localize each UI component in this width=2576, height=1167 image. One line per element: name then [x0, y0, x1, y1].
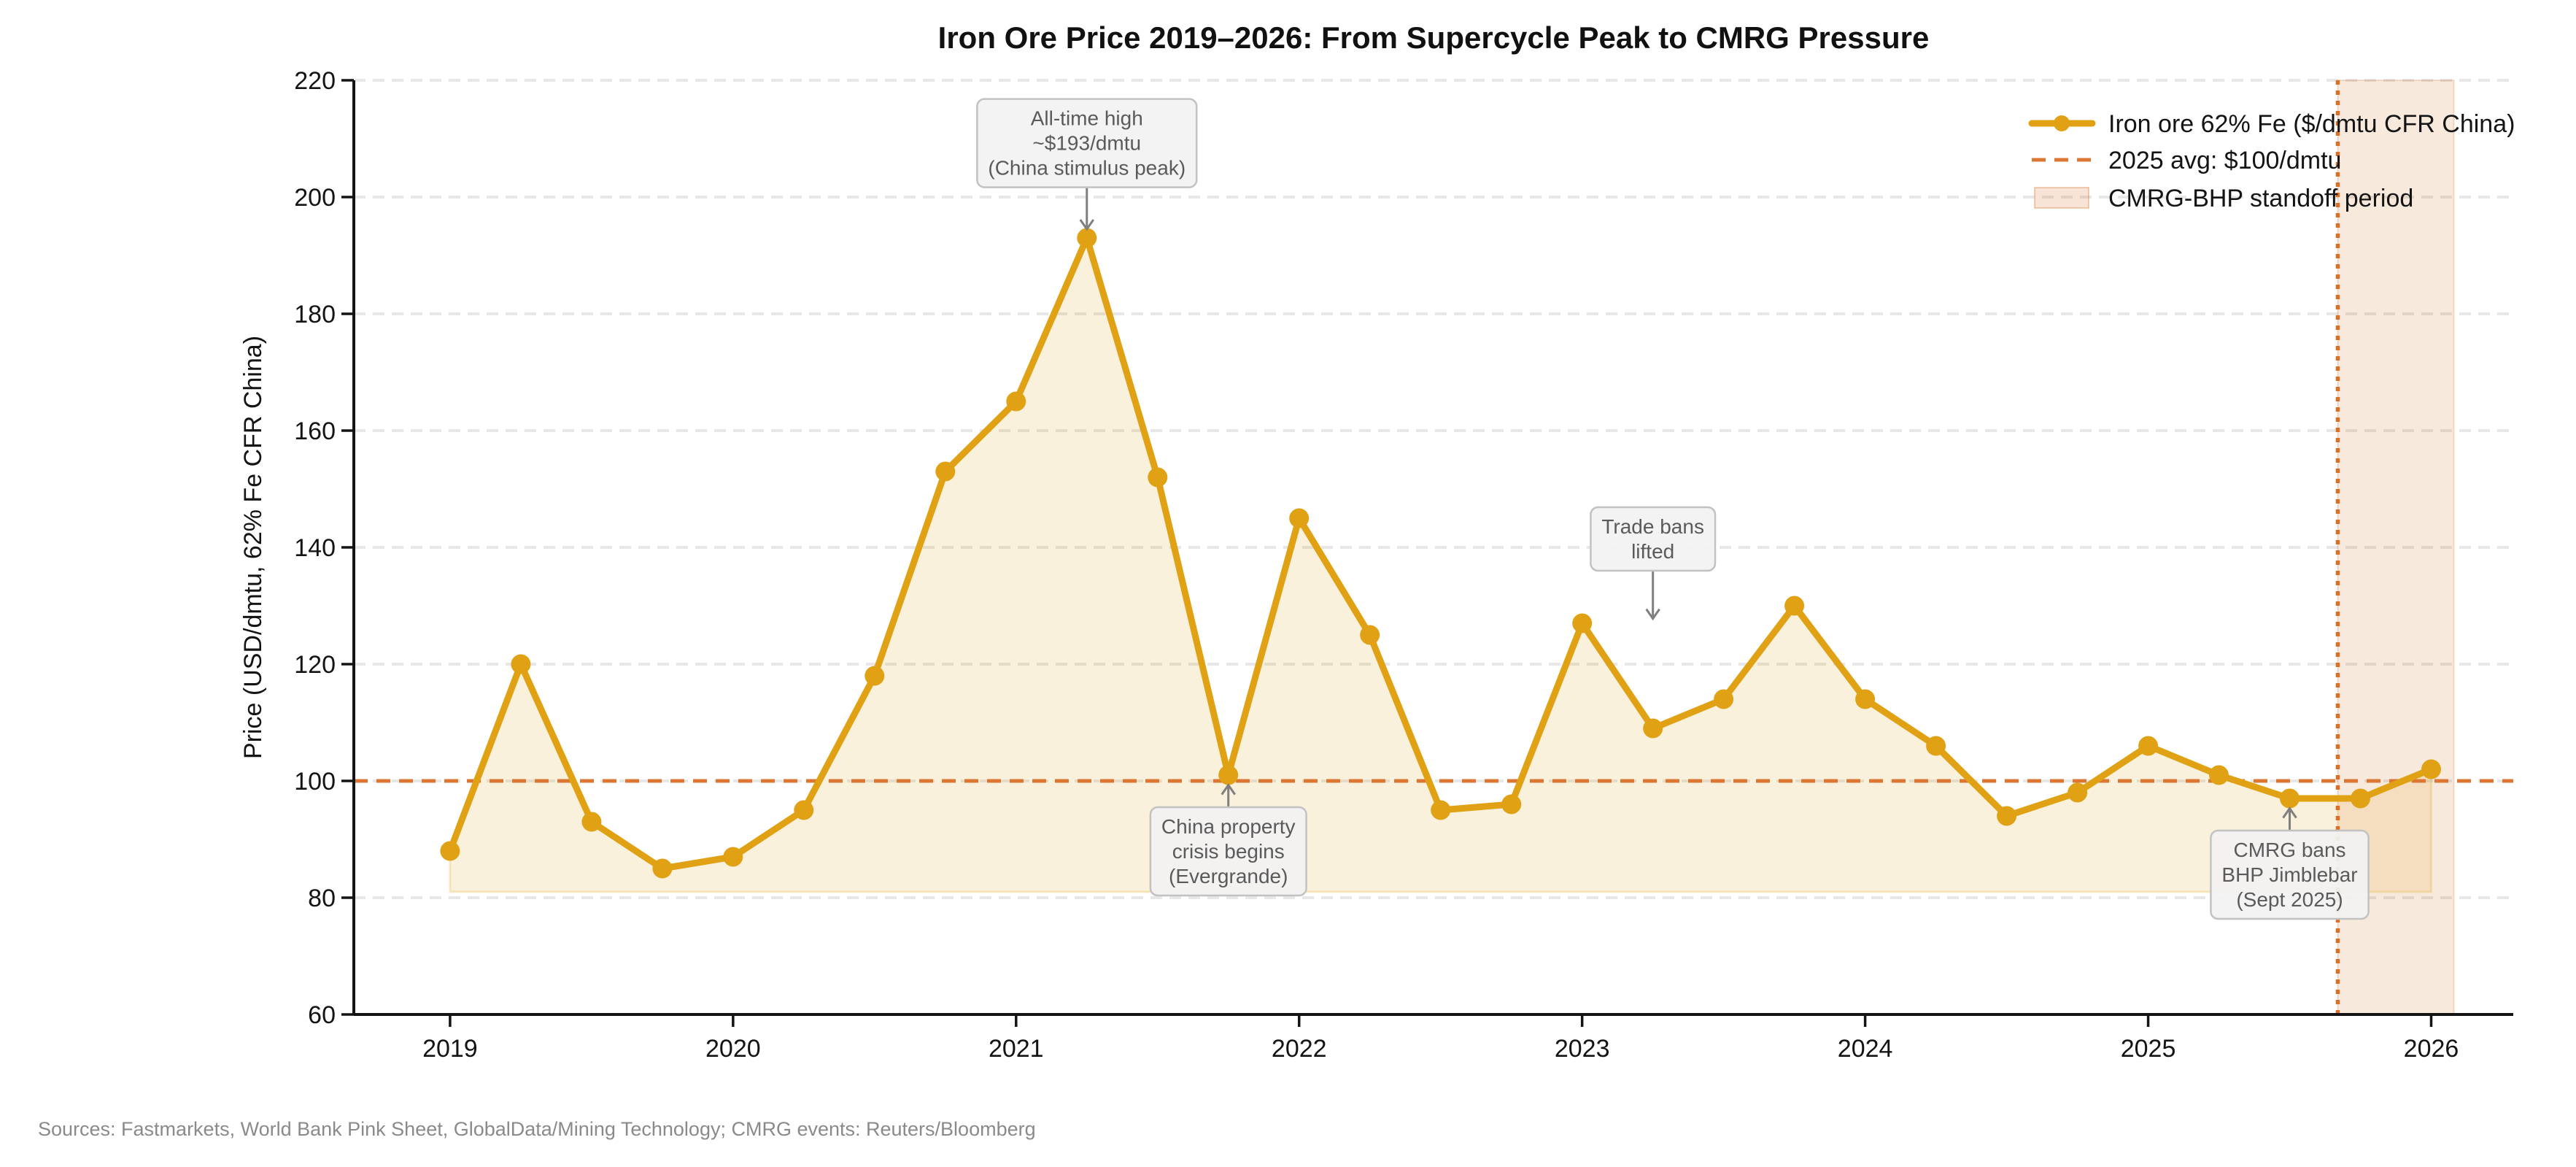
y-tick-label: 120 — [294, 651, 336, 679]
price-area — [449, 234, 2432, 893]
data-point-marker — [652, 858, 673, 879]
data-point-marker — [865, 666, 885, 686]
annotation-arrowhead-icon — [2282, 806, 2297, 819]
annotation-arrowhead-icon — [1221, 782, 1236, 796]
price-area-fill — [449, 234, 2432, 893]
data-point-marker — [1360, 625, 1380, 645]
data-point-marker — [1643, 718, 1663, 739]
data-point-marker — [2209, 765, 2229, 785]
data-point-marker — [1572, 613, 1593, 633]
annotation: Trade bans lifted — [1590, 506, 1717, 621]
legend-label-avg: 2025 avg: $100/dmtu — [2108, 147, 2341, 174]
data-point-marker — [581, 812, 602, 832]
data-point-marker — [1714, 689, 1734, 709]
x-tick-label: 2025 — [2121, 1035, 2176, 1063]
data-point-marker — [794, 800, 814, 820]
data-point-marker — [1501, 794, 1522, 814]
data-point-marker — [511, 654, 531, 674]
annotation-arrowhead-icon — [1645, 608, 1660, 621]
y-tick-label: 60 — [308, 1001, 336, 1029]
data-point-marker — [2351, 788, 2370, 809]
data-point-marker — [2280, 788, 2300, 809]
data-point-marker — [723, 847, 743, 867]
data-point-marker — [2068, 782, 2088, 803]
annotation-box — [976, 98, 1198, 188]
annotation: China property crisis begins (Evergrande) — [1149, 782, 1307, 897]
legend-marker-sample-icon — [2054, 115, 2070, 131]
annotation-box — [2210, 829, 2370, 920]
y-tick-label: 100 — [294, 768, 336, 796]
annotation-arrowhead-icon — [1079, 219, 1095, 231]
annotation-text: Trade bans lifted — [1601, 515, 1704, 563]
data-point-marker — [1218, 765, 1239, 785]
annotation-text: China property crisis begins (Evergrande) — [1161, 815, 1296, 887]
data-point-marker — [1784, 596, 1805, 616]
legend: Iron ore 62% Fe ($/dmtu CFR China) 2025 … — [2028, 110, 2515, 212]
y-tick-label: 220 — [294, 67, 336, 95]
data-point-marker — [2138, 736, 2159, 756]
x-tick-label: 2023 — [1555, 1035, 1610, 1063]
y-tick-label: 180 — [294, 301, 336, 328]
data-point-marker — [1077, 228, 1097, 248]
data-point-marker — [2421, 759, 2441, 779]
x-tick-label: 2022 — [1272, 1035, 1327, 1063]
data-point-marker — [440, 841, 460, 861]
data-point-marker — [1431, 800, 1451, 820]
annotations: All-time high ~$193/dmtu (China stimulus p… — [976, 98, 2370, 920]
annotation-text: CMRG bans BHP Jimblebar (Sept 2025) — [2221, 839, 2357, 911]
y-axis-label: Price (USD/dmtu, 62% Fe CFR China) — [239, 336, 267, 759]
annotation: All-time high ~$193/dmtu (China stimulus p… — [976, 98, 1198, 231]
axes — [341, 79, 2513, 1027]
data-point-marker — [1289, 508, 1310, 528]
data-point-marker — [935, 461, 956, 482]
x-tick-label: 2021 — [989, 1035, 1044, 1063]
x-tick-label: 2020 — [705, 1035, 761, 1063]
y-tick-label: 160 — [294, 417, 336, 445]
legend-label-band: CMRG-BHP standoff period — [2108, 185, 2413, 212]
tick-labels: 60 80 100 120 140 160 180 200 220 2019 2020 2021 202… — [294, 67, 2459, 1063]
data-point-marker — [1855, 689, 1876, 709]
data-point-marker — [1997, 806, 2017, 826]
x-tick-label: 2019 — [422, 1035, 478, 1063]
x-tick-label: 2026 — [2404, 1035, 2459, 1063]
chart-title: Iron Ore Price 2019–2026: From Supercycl… — [938, 20, 1930, 55]
annotation-text: All-time high ~$193/dmtu (China stimulus p… — [988, 107, 1185, 180]
data-point-marker — [1148, 467, 1168, 488]
annotation-box — [1590, 506, 1717, 572]
data-point-marker — [1006, 391, 1026, 412]
price-line-series — [440, 228, 2441, 879]
x-tick-label: 2024 — [1838, 1035, 1893, 1063]
source-note: Sources: Fastmarkets, World Bank Pink Sh… — [38, 1118, 1036, 1140]
legend-patch-sample-icon — [2034, 187, 2089, 209]
y-tick-label: 80 — [308, 885, 336, 912]
annotation: CMRG bans BHP Jimblebar (Sept 2025) — [2210, 806, 2370, 920]
y-tick-label: 140 — [294, 534, 336, 562]
data-point-marker — [1926, 736, 1946, 756]
y-tick-label: 200 — [294, 184, 336, 212]
legend-label-series: Iron ore 62% Fe ($/dmtu CFR China) — [2108, 110, 2515, 138]
annotation-box — [1149, 806, 1307, 897]
